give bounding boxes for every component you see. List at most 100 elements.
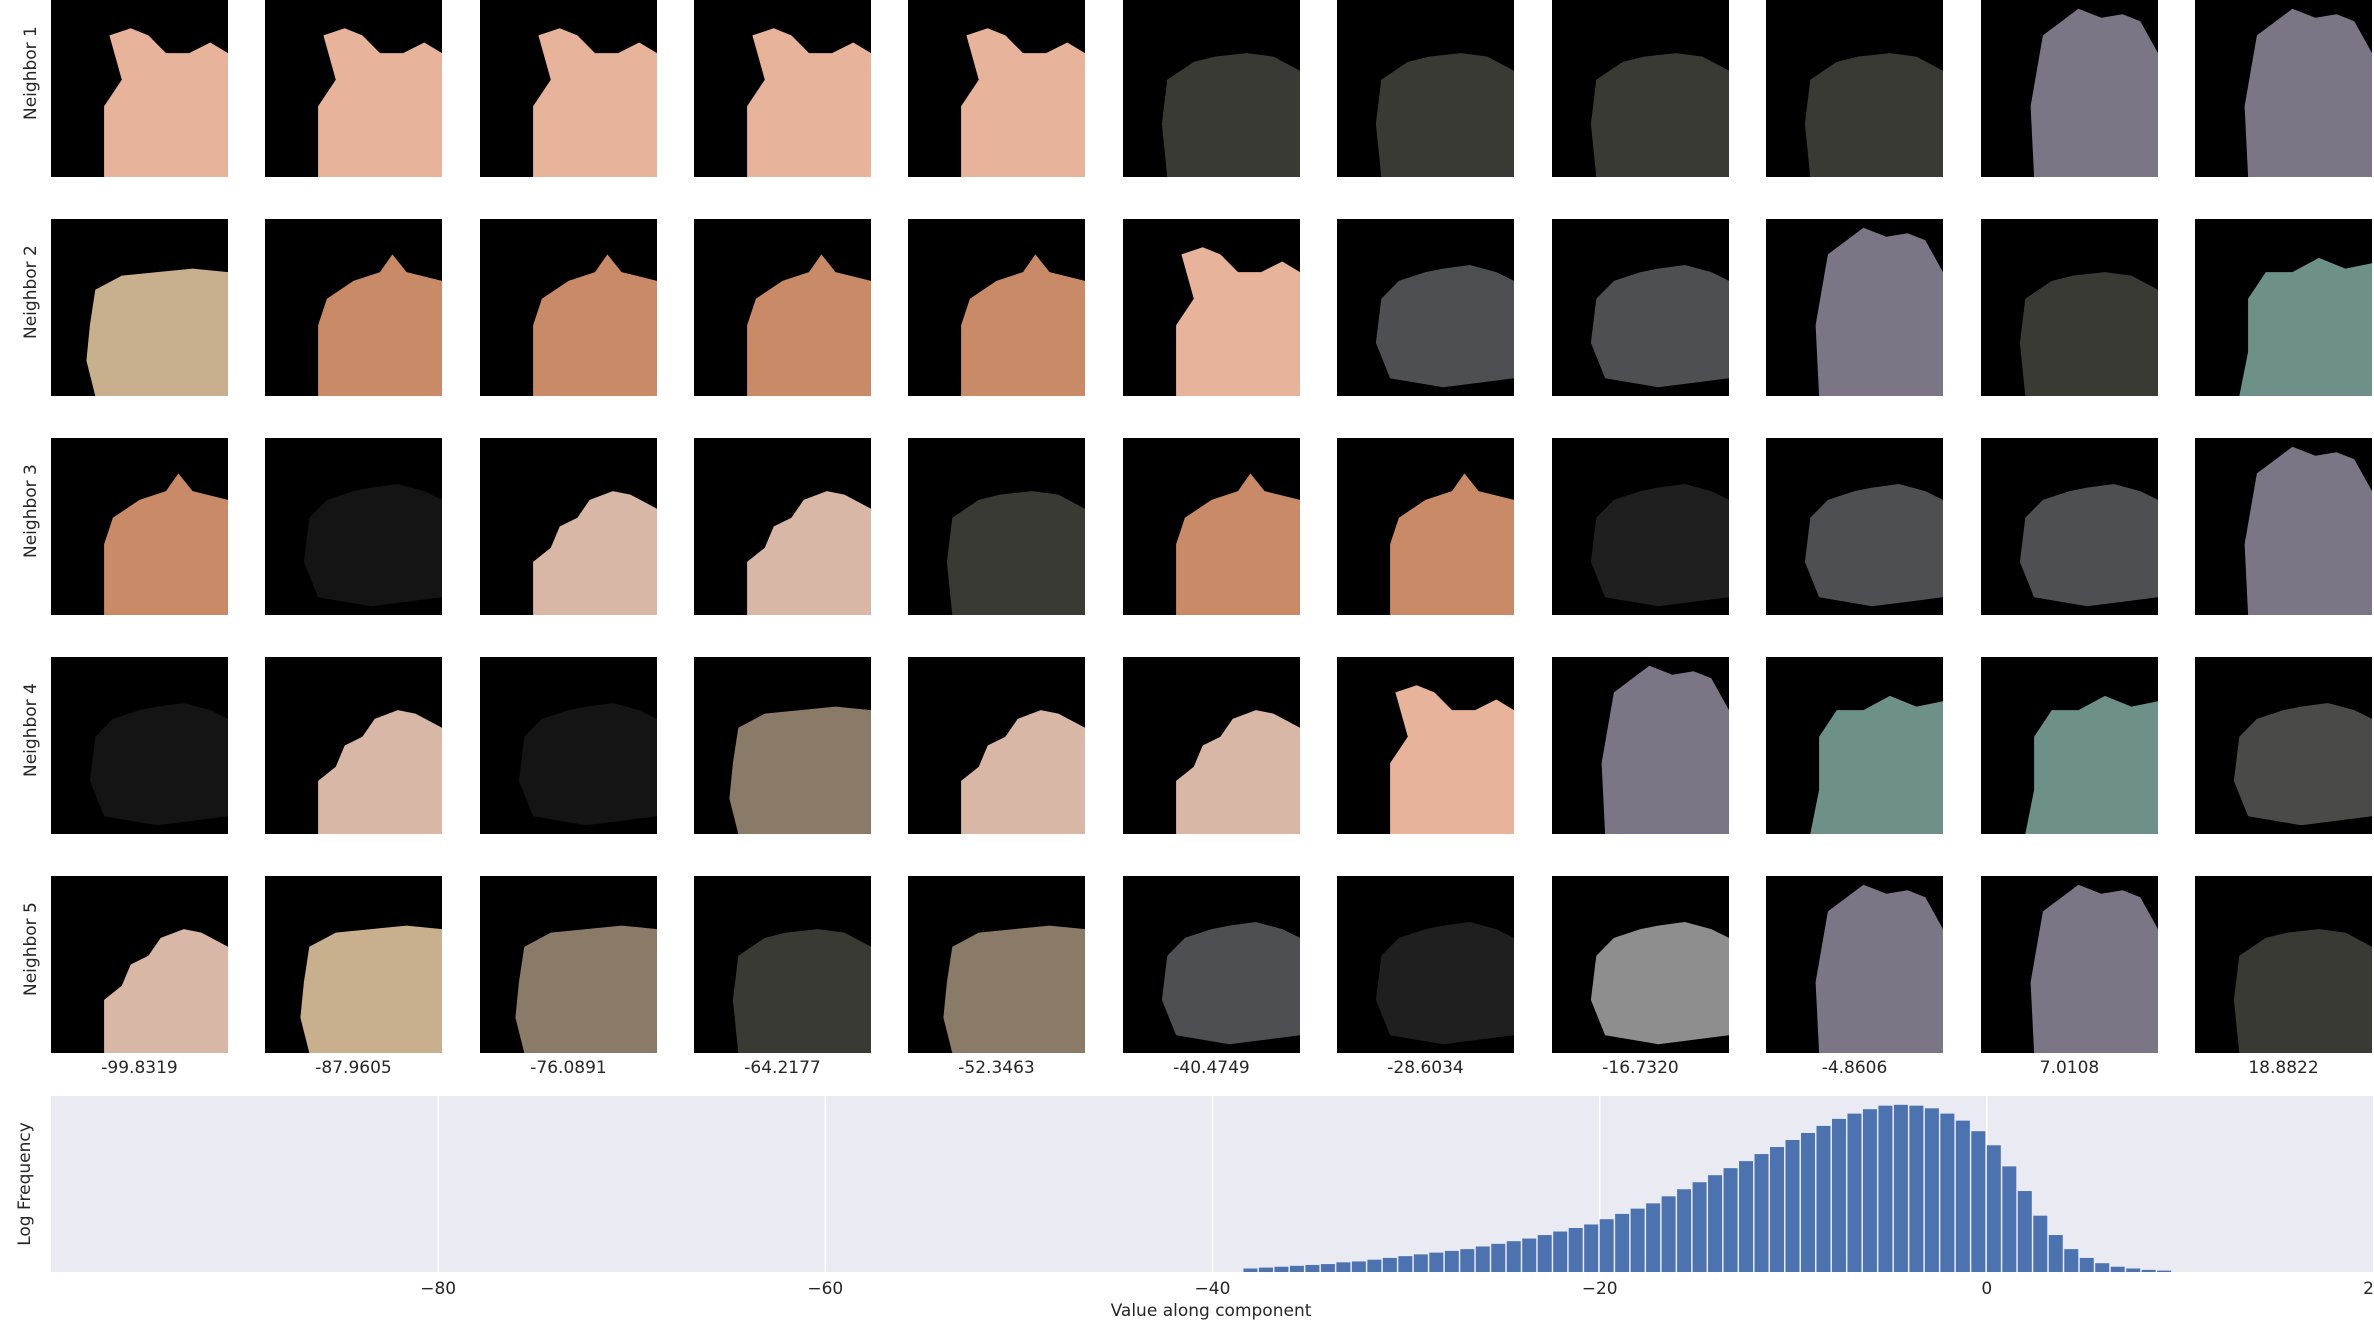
- histogram-bar: [1429, 1252, 1444, 1272]
- tile-patch: [1590, 484, 1729, 607]
- tile-patch: [86, 268, 229, 396]
- tile-patch: [747, 491, 871, 615]
- neighbor-tile: [1981, 876, 2158, 1053]
- tile-patch: [1375, 265, 1514, 388]
- tile-patch: [961, 254, 1085, 396]
- neighbor-tile: [694, 219, 871, 396]
- neighbor-tile: [1123, 657, 1300, 834]
- histogram-bar: [1444, 1250, 1459, 1272]
- histogram-bar: [2064, 1249, 2079, 1272]
- neighbor-tile: [1337, 219, 1514, 396]
- tile-patch: [2233, 929, 2372, 1053]
- histogram-bar: [2002, 1166, 2017, 1272]
- neighbor-tile: [1337, 876, 1514, 1053]
- tile-patch: [318, 710, 442, 834]
- tile-patch: [946, 491, 1085, 615]
- histogram-bar: [1754, 1154, 1769, 1272]
- histogram-bar: [1723, 1168, 1738, 1272]
- neighbor-tile: [1123, 438, 1300, 615]
- histogram-bar: [1615, 1213, 1630, 1272]
- tile-patch: [1375, 922, 1514, 1045]
- neighbor-tile: [1766, 438, 1943, 615]
- tile-patch: [1601, 665, 1729, 834]
- histogram-bar: [2126, 1268, 2141, 1272]
- tile-patch: [729, 706, 871, 834]
- neighbor-tile: [694, 657, 871, 834]
- neighbor-tile: [1552, 438, 1729, 615]
- neighbor-tile: [51, 0, 228, 177]
- neighbor-tile: [1766, 0, 1943, 177]
- tile-patch: [518, 703, 657, 826]
- histogram-bar: [1491, 1243, 1506, 1272]
- neighbor-tile: [1552, 876, 1729, 1053]
- histogram-bar: [1785, 1140, 1800, 1272]
- neighbor-tile: [265, 438, 442, 615]
- neighbor-tile: [1981, 438, 2158, 615]
- tile-patch: [1390, 685, 1514, 834]
- histogram-bar: [1692, 1182, 1707, 1272]
- tile-patch: [318, 28, 442, 177]
- tile-patch: [732, 929, 871, 1053]
- histogram-bar: [1924, 1108, 1939, 1272]
- tile-patch: [533, 254, 657, 396]
- neighbor-tile: [908, 219, 1085, 396]
- neighbor-tile: [694, 438, 871, 615]
- neighbor-tile: [480, 219, 657, 396]
- histogram-bar: [1878, 1105, 1893, 1272]
- tile-patch: [533, 491, 657, 615]
- tile-patch: [2030, 884, 2158, 1053]
- column-value-label: -40.4749: [1173, 1058, 1250, 1078]
- tile-patch: [104, 473, 228, 615]
- neighbor-tile: [908, 657, 1085, 834]
- tile-patch: [300, 925, 442, 1053]
- tile-patch: [1815, 884, 1943, 1053]
- x-tick-label: −40: [1195, 1279, 1231, 1299]
- neighbor-tile: [265, 219, 442, 396]
- neighbor-tile: [1123, 876, 1300, 1053]
- column-value-label: -64.2177: [744, 1058, 821, 1078]
- tile-patch: [104, 929, 228, 1053]
- tile-patch: [1804, 53, 1943, 177]
- neighbor-tile: [1337, 438, 1514, 615]
- histogram-bar: [2110, 1266, 2125, 1272]
- neighbor-tile: [1981, 219, 2158, 396]
- neighbor-tile: [265, 876, 442, 1053]
- neighbor-tile: [1552, 219, 1729, 396]
- x-tick-label: 20: [2363, 1279, 2374, 1299]
- histogram-bar: [1862, 1109, 1877, 1272]
- x-tick-label: −80: [420, 1279, 456, 1299]
- neighbor-tile: [908, 438, 1085, 615]
- histogram-bar: [2048, 1235, 2063, 1272]
- neighbor-tile: [1123, 219, 1300, 396]
- histogram-bar: [2033, 1215, 2048, 1272]
- neighbor-tile: [2195, 876, 2372, 1053]
- histogram-bar: [2079, 1257, 2094, 1272]
- tile-patch: [1390, 473, 1514, 615]
- column-value-label: 7.0108: [2039, 1058, 2100, 1078]
- column-value-label: -99.8319: [101, 1058, 178, 1078]
- neighbor-tile: [908, 876, 1085, 1053]
- tile-patch: [2233, 703, 2372, 826]
- column-value-label: -76.0891: [530, 1058, 607, 1078]
- neighbor-tile: [1337, 657, 1514, 834]
- histogram-bar: [1971, 1131, 1986, 1272]
- histogram-bar: [1475, 1246, 1490, 1272]
- neighbor-tile: [1766, 219, 1943, 396]
- neighbor-tile: [1766, 876, 1943, 1053]
- neighbor-tile: [51, 657, 229, 834]
- column-value-label: -87.9605: [315, 1058, 392, 1078]
- tile-patch: [1176, 710, 1300, 834]
- histogram-bar: [1909, 1105, 1924, 1272]
- x-tick-label: −20: [1582, 1279, 1618, 1299]
- tile-patch: [2244, 8, 2372, 177]
- tile-patch: [747, 254, 871, 396]
- tile-patch: [2019, 484, 2158, 607]
- histogram-bar: [1630, 1208, 1645, 1272]
- column-value-label: -4.8606: [1821, 1058, 1888, 1078]
- neighbor-tile-grid: [51, 0, 2372, 1053]
- tile-patch: [961, 28, 1085, 177]
- histogram-bar: [1599, 1219, 1614, 1272]
- x-axis-label: Value along component: [1111, 1301, 1312, 1321]
- column-value-label: -52.3463: [958, 1058, 1035, 1078]
